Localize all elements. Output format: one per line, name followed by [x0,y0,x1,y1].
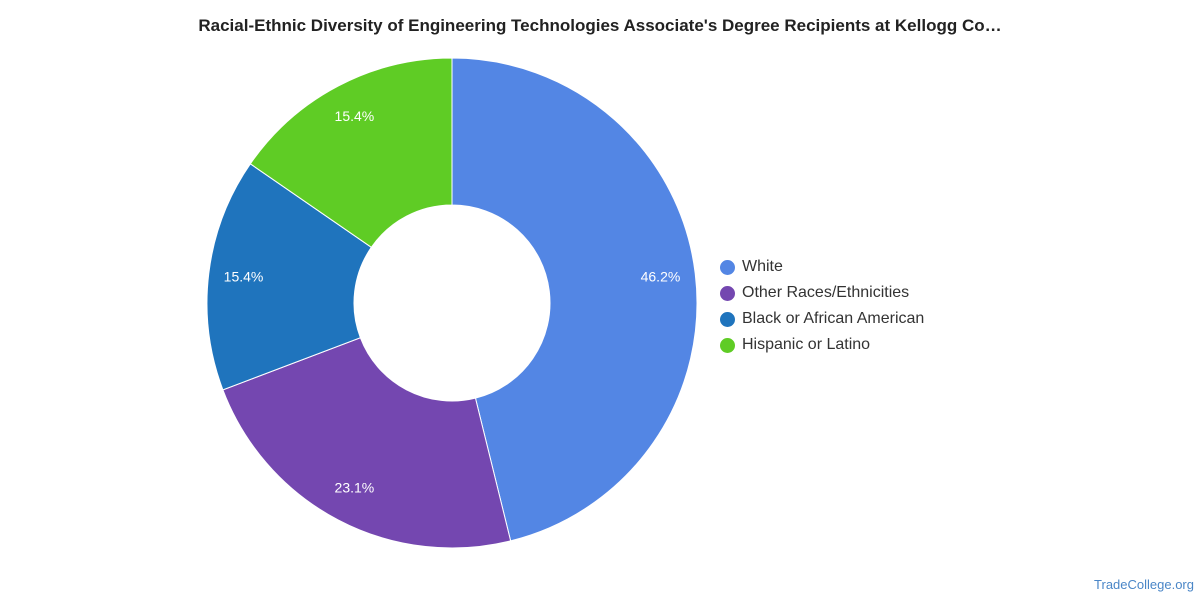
slice-label-white: 46.2% [641,268,681,284]
legend-swatch-black [720,311,735,327]
legend: White Other Races/Ethnicities Black or A… [720,254,924,358]
chart-title: Racial-Ethnic Diversity of Engineering T… [198,16,1002,35]
slice-label-hispanic: 15.4% [335,108,375,124]
slice-other-races[interactable] [222,337,512,549]
legend-label-black: Black or African American [742,310,925,327]
legend-swatch-hispanic [720,337,735,353]
legend-swatch-white [720,259,735,275]
legend-label-hispanic: Hispanic or Latino [742,336,871,353]
legend-item-black[interactable]: Black or African American [720,306,924,332]
legend-item-other-races[interactable]: Other Races/Ethnicities [720,280,924,306]
legend-item-hispanic[interactable]: Hispanic or Latino [720,332,924,358]
watermark[interactable]: TradeCollege.org [1094,577,1194,592]
legend-label-other-races: Other Races/Ethnicities [742,284,910,301]
slice-white[interactable] [451,57,698,542]
slice-label-black: 15.4% [224,268,264,284]
slice-label-other-races: 23.1% [335,480,375,496]
legend-item-white[interactable]: White [720,254,924,280]
slice-black[interactable] [206,163,373,391]
legend-label-white: White [742,258,783,275]
slice-hispanic[interactable] [249,57,453,249]
legend-swatch-other-races [720,285,735,301]
